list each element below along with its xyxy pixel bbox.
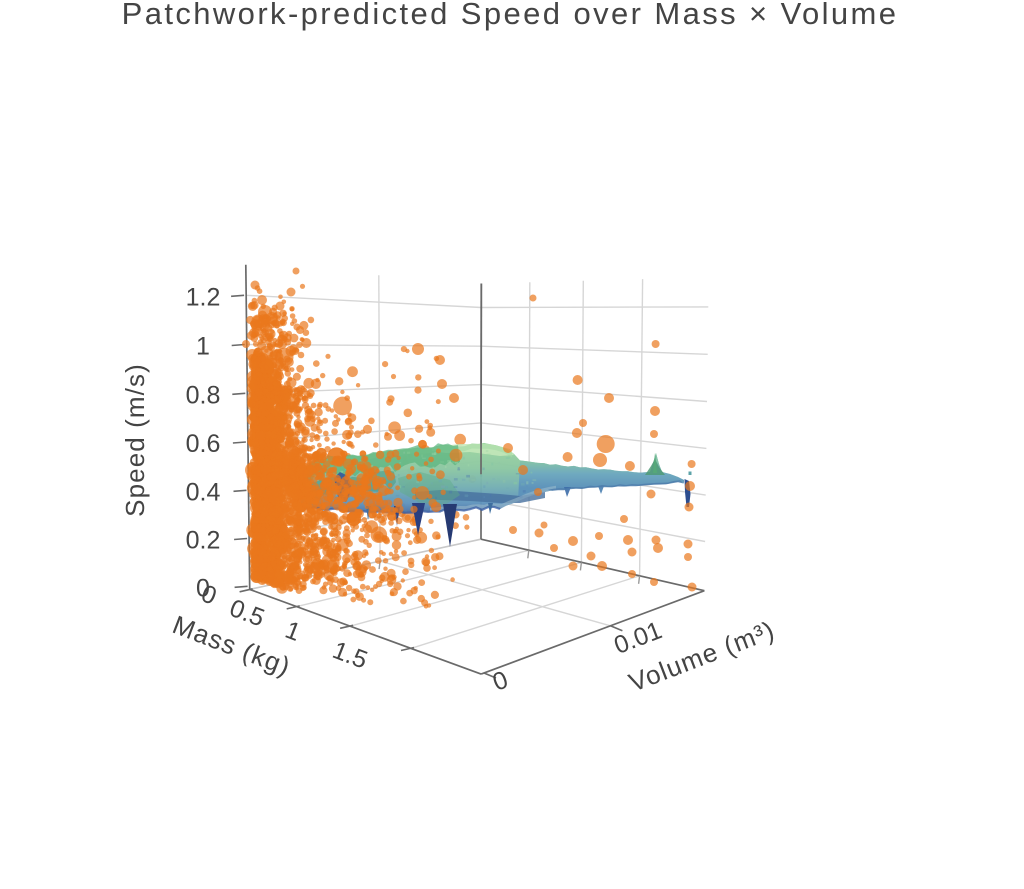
svg-text:0.6: 0.6: [186, 430, 221, 458]
svg-text:Speed (m/s): Speed (m/s): [120, 363, 150, 517]
svg-text:0.8: 0.8: [186, 381, 221, 409]
svg-text:0.2: 0.2: [186, 526, 221, 554]
svg-text:0.4: 0.4: [186, 478, 221, 506]
svg-text:Patchwork-predicted Speed over: Patchwork-predicted Speed over Mass × Vo…: [122, 0, 899, 31]
svg-text:1: 1: [196, 332, 210, 360]
svg-text:1.2: 1.2: [186, 283, 221, 311]
